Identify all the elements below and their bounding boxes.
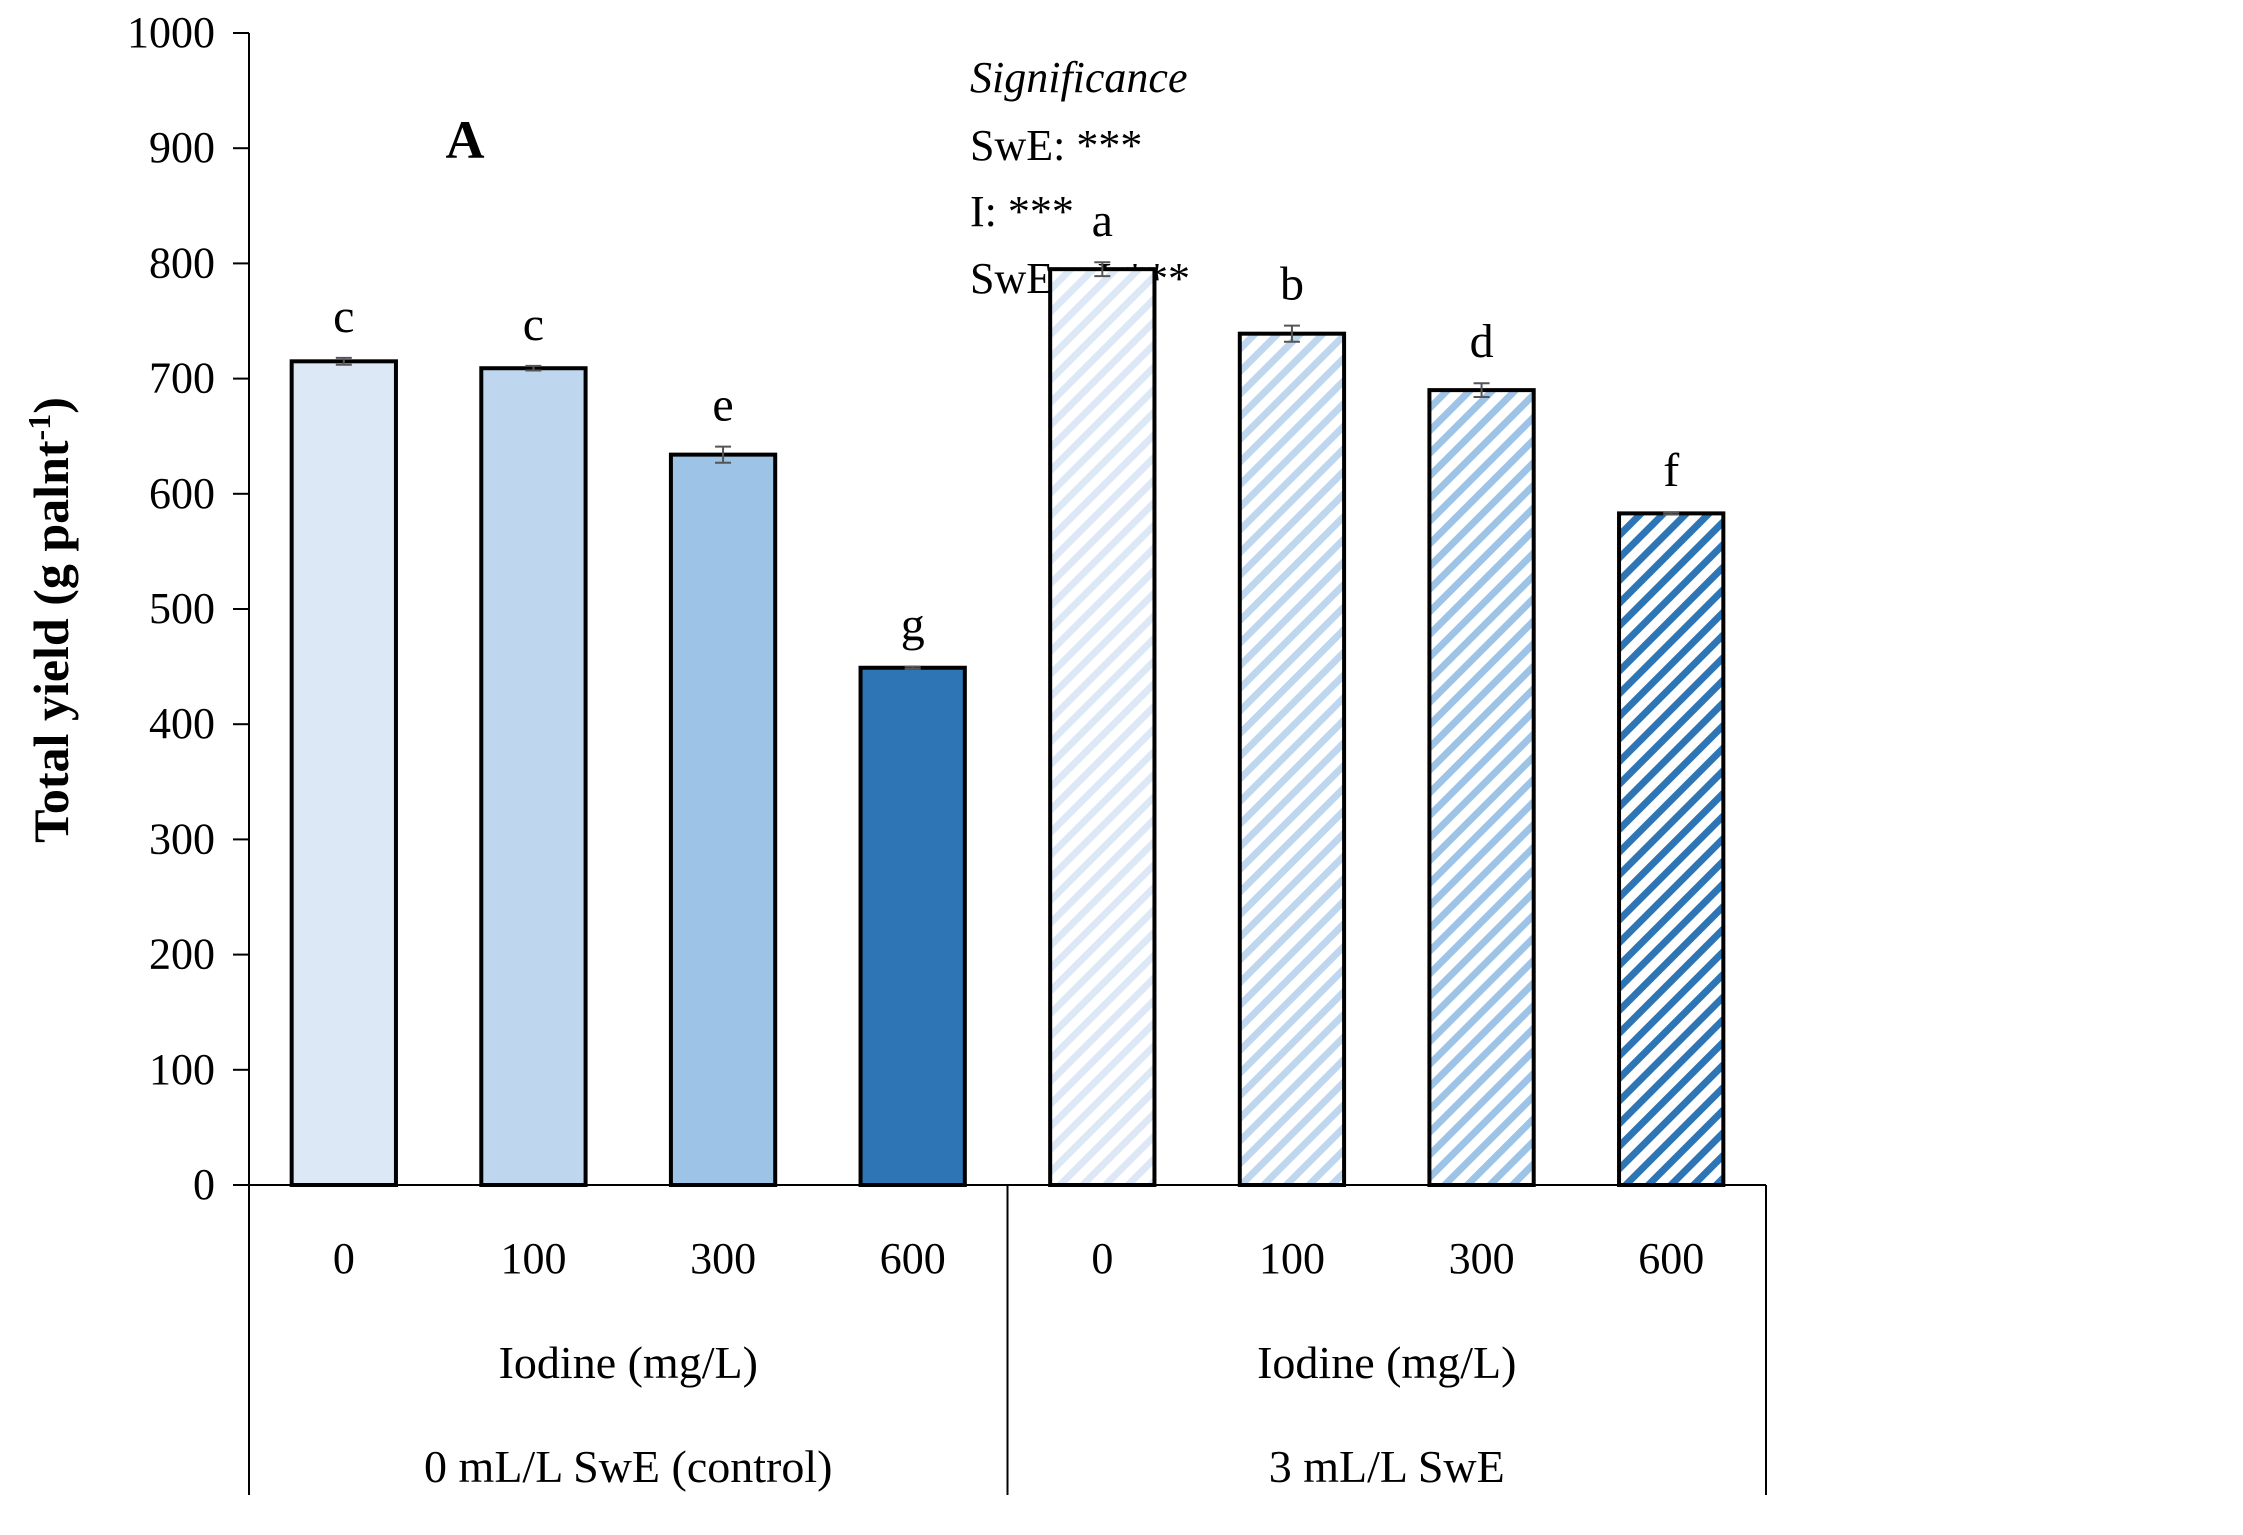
bar [668,452,778,1187]
x-tick-label: 100 [1259,1234,1325,1283]
bar [1617,511,1726,1187]
significance-letter: e [712,379,733,432]
bar [1048,267,1157,1188]
significance-letter: f [1663,444,1679,497]
group-label: 3 mL/L SwE [1269,1441,1505,1492]
x-tick-label: 0 [1091,1234,1113,1283]
significance-swe: SwE: *** [970,121,1142,170]
significance-letter: a [1092,194,1113,247]
x-tick-label: 300 [1449,1234,1515,1283]
bar [1237,331,1347,1187]
significance-annotation: Significance SwE: *** I: *** SwE x I:*** [970,53,1190,303]
y-tick-label: 300 [149,814,215,863]
y-tick-label: 600 [149,469,215,518]
significance-letter: c [523,298,544,351]
y-tick-label: 400 [149,699,215,748]
x-tick-label: 100 [500,1234,566,1283]
y-axis: 0 100 200 300 400 500 600 700 800 900 1000 [127,8,250,1209]
group-label: 0 mL/L SwE (control) [424,1441,832,1492]
significance-letter: d [1470,315,1494,368]
y-tick-label: 200 [149,930,215,979]
significance-letter: c [333,290,354,343]
x-tick-label: 300 [690,1234,756,1283]
bar [479,366,588,1187]
panel-label: A [446,110,485,170]
significance-letter: b [1280,258,1304,311]
significance-i: I: *** [970,187,1074,236]
significance-letter: g [901,599,925,652]
y-tick-label: 900 [149,123,215,172]
y-tick-label: 100 [149,1045,215,1094]
y-axis-title: Total yield (g palnt-1) [21,397,79,843]
bar [289,359,398,1187]
y-tick-label: 0 [193,1160,215,1209]
group-xlabel: Iodine (mg/L) [499,1337,758,1388]
x-tick-label: 600 [1638,1234,1704,1283]
group-xlabel: Iodine (mg/L) [1257,1337,1516,1388]
y-tick-label: 500 [149,584,215,633]
bar [1427,388,1536,1187]
significance-title: Significance [970,53,1188,102]
y-tick-label: 1000 [127,8,215,57]
y-tick-label: 800 [149,238,215,287]
x-tick-label: 600 [880,1234,946,1283]
bar [858,665,967,1187]
x-axis: Iodine (mg/L) 0 mL/L SwE (control) 0 100 300… [248,1184,1767,1495]
bars: c c e g a b d f [289,194,1726,1188]
y-tick-label: 700 [149,354,215,403]
x-tick-label: 0 [333,1234,355,1283]
